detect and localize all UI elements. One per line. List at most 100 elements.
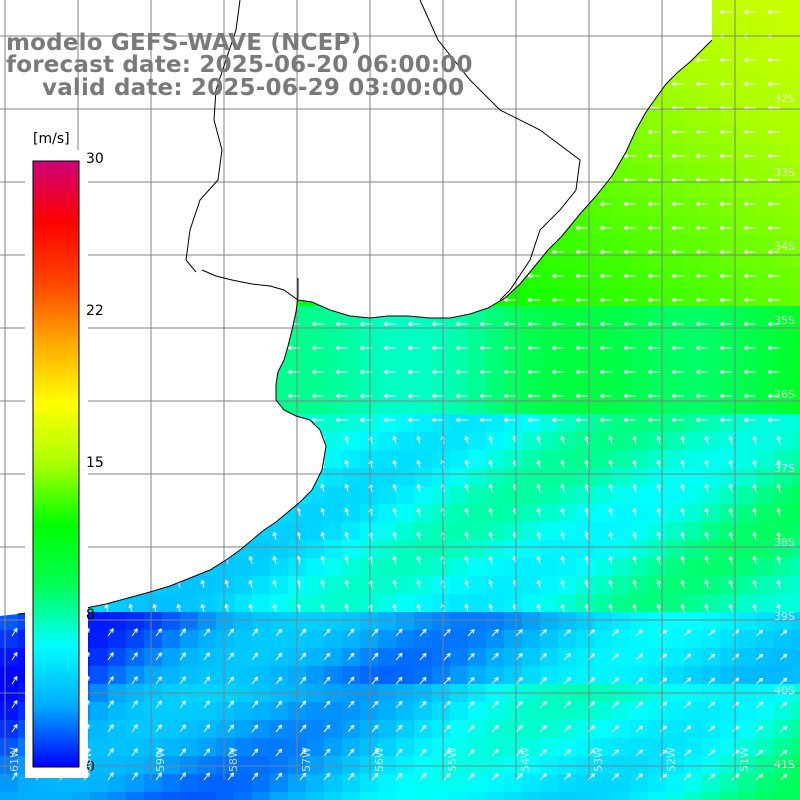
wind-arrow [563, 677, 571, 685]
wind-arrow [107, 772, 114, 781]
field-cell [792, 504, 800, 522]
field-cell [306, 738, 324, 756]
field-cell [504, 396, 522, 414]
wind-arrow [395, 700, 403, 709]
wind-arrow [491, 701, 499, 709]
field-cell [648, 432, 666, 450]
field-cell [666, 108, 684, 126]
wind-arrow [584, 507, 590, 517]
wind-arrow [344, 603, 350, 613]
wind-arrow [671, 393, 684, 399]
field-cell [612, 342, 630, 360]
field-cell [486, 360, 504, 378]
field-cell [414, 414, 432, 432]
wind-arrow [347, 724, 355, 733]
wind-arrow [728, 435, 734, 445]
field-cell [702, 504, 720, 522]
field-cell [162, 702, 180, 720]
wind-arrow [680, 507, 686, 517]
field-cell [792, 756, 800, 774]
longitude-label: 60W [81, 747, 94, 772]
wind-arrow [455, 321, 468, 327]
field-cell [666, 540, 684, 558]
field-cell [486, 486, 504, 504]
field-cell [594, 666, 612, 684]
wind-arrow [647, 393, 660, 399]
wind-arrow [299, 772, 307, 781]
field-cell [648, 126, 666, 144]
field-cell [432, 414, 450, 432]
field-cell [540, 486, 558, 504]
wind-arrow [608, 531, 614, 541]
field-cell [504, 756, 522, 774]
field-cell [126, 720, 144, 738]
field-cell [504, 378, 522, 396]
field-cell [468, 648, 486, 666]
wind-arrow [392, 459, 398, 469]
field-cell [648, 504, 666, 522]
wind-arrow [419, 628, 427, 637]
field-cell [180, 630, 198, 648]
field-cell [450, 342, 468, 360]
field-cell [252, 720, 270, 738]
wind-arrow [347, 700, 355, 709]
field-cell [198, 666, 216, 684]
field-cell [756, 162, 774, 180]
field-cell [684, 162, 702, 180]
wind-arrow [203, 772, 211, 781]
field-cell [414, 468, 432, 486]
field-cell [612, 612, 630, 630]
field-cell [270, 558, 288, 576]
field-cell [144, 792, 162, 800]
field-cell [558, 288, 576, 306]
wind-arrow [536, 603, 542, 613]
wind-arrow [659, 701, 668, 709]
field-cell [702, 126, 720, 144]
field-cell [324, 324, 342, 342]
field-cell [180, 738, 198, 756]
wind-arrow [491, 725, 499, 733]
wind-arrow [608, 483, 614, 493]
field-cell [792, 216, 800, 234]
field-cell [324, 378, 342, 396]
field-cell [684, 306, 702, 324]
field-cell [738, 216, 756, 234]
wind-arrow [560, 459, 566, 469]
field-cell [792, 630, 800, 648]
field-cell [378, 558, 396, 576]
field-cell [594, 468, 612, 486]
wind-arrow [536, 579, 542, 589]
wind-arrow [584, 459, 590, 469]
field-cell [738, 504, 756, 522]
field-cell [414, 738, 432, 756]
field-cell [504, 666, 522, 684]
field-cell [396, 378, 414, 396]
field-cell [468, 558, 486, 576]
field-cell [486, 504, 504, 522]
wind-arrow [767, 153, 780, 159]
field-cell [738, 180, 756, 198]
field-cell [666, 288, 684, 306]
field-cell [648, 540, 666, 558]
field-cell [648, 306, 666, 324]
wind-arrow [779, 725, 788, 733]
wind-arrow [491, 773, 499, 781]
field-cell [234, 738, 252, 756]
wind-arrow [719, 129, 732, 135]
wind-arrow [416, 483, 422, 493]
wind-arrow [203, 748, 211, 757]
wind-arrow [107, 652, 114, 661]
field-cell [396, 396, 414, 414]
latitude-label: 35S [774, 314, 795, 327]
field-cell [342, 594, 360, 612]
wind-arrow [752, 531, 758, 541]
field-cell [612, 558, 630, 576]
wind-arrow [515, 749, 523, 757]
field-cell [414, 756, 432, 774]
field-cell [612, 216, 630, 234]
field-cell [522, 522, 540, 540]
field-cell [558, 234, 576, 252]
wind-arrow [323, 748, 331, 757]
field-cell [648, 450, 666, 468]
wind-arrow [467, 677, 475, 685]
